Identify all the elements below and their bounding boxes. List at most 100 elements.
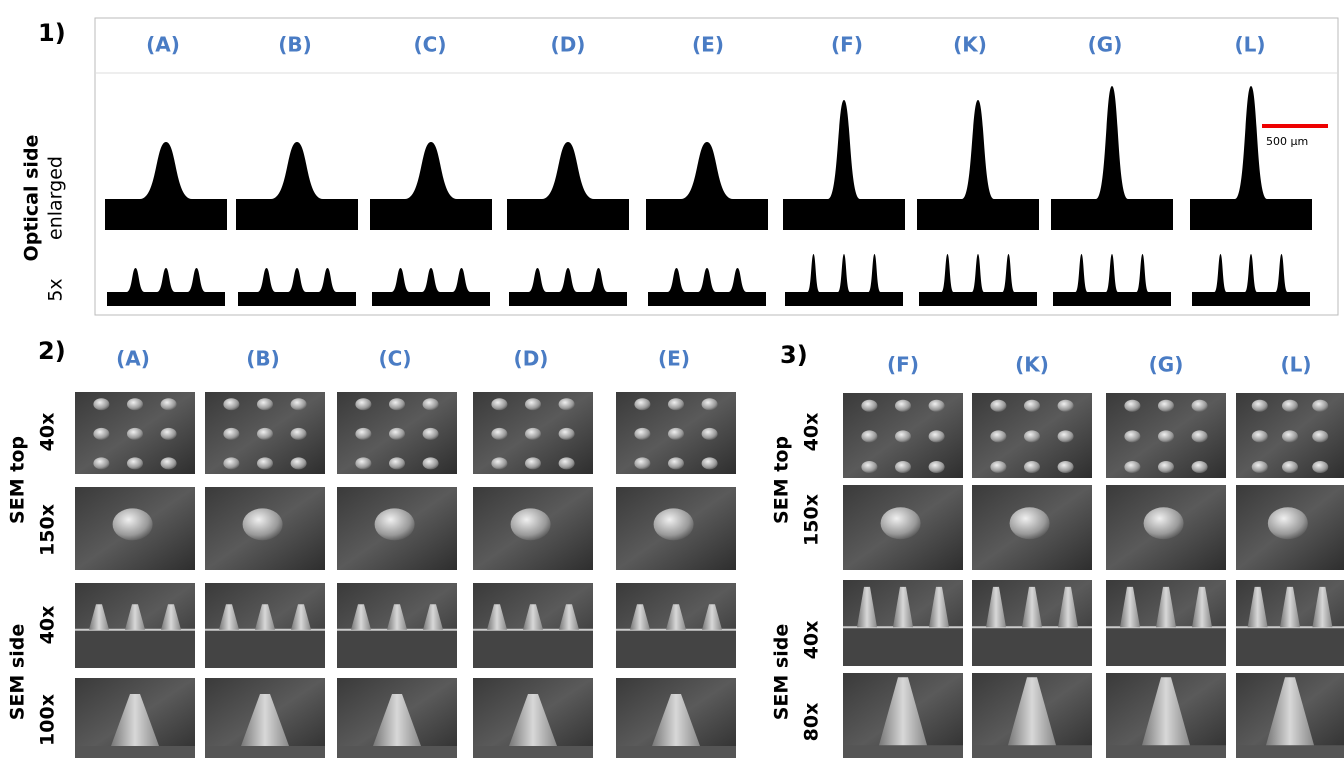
microneedle-tip bbox=[559, 398, 575, 410]
sem-image bbox=[843, 673, 963, 758]
row-label: 40x bbox=[801, 413, 823, 452]
microneedle-tip bbox=[525, 457, 541, 469]
microneedle-tip bbox=[1058, 461, 1074, 473]
microneedle-tip bbox=[668, 457, 684, 469]
sem-image bbox=[473, 392, 593, 474]
microneedle-tip bbox=[423, 398, 439, 410]
column-label: (G) bbox=[1088, 33, 1123, 57]
microneedle-tip bbox=[861, 461, 877, 473]
row-label: 100x bbox=[37, 694, 59, 746]
column-label: (B) bbox=[278, 33, 312, 57]
microneedle-tip bbox=[634, 398, 650, 410]
microneedle-tip bbox=[1252, 430, 1268, 442]
sem-image bbox=[75, 583, 195, 668]
sem-image bbox=[843, 580, 963, 666]
substrate bbox=[1106, 745, 1226, 758]
microneedle-tip bbox=[355, 428, 371, 440]
panel-label: 2) bbox=[38, 337, 66, 365]
sem-image bbox=[473, 487, 593, 570]
microneedle-tip bbox=[1144, 507, 1184, 539]
optical-silhouette-5x bbox=[1053, 254, 1171, 306]
optical-silhouette bbox=[105, 142, 227, 230]
substrate bbox=[1236, 745, 1344, 758]
column-label: (K) bbox=[1015, 353, 1049, 377]
optical-silhouette bbox=[646, 142, 768, 230]
sem-image bbox=[1236, 580, 1344, 666]
row-label: SEM top bbox=[771, 436, 793, 524]
microneedle-tip bbox=[559, 428, 575, 440]
microneedle-tip bbox=[243, 508, 283, 540]
sem-image bbox=[473, 583, 593, 668]
microneedle-tip bbox=[257, 428, 273, 440]
microneedle-tip bbox=[668, 428, 684, 440]
sem-image bbox=[337, 583, 457, 668]
microneedle-tip bbox=[702, 457, 718, 469]
microneedle-tip bbox=[1158, 430, 1174, 442]
sem-image bbox=[337, 678, 457, 758]
microneedle-tip bbox=[291, 457, 307, 469]
microneedle-tip bbox=[223, 398, 239, 410]
microneedle-tip bbox=[113, 508, 153, 540]
microneedle-tip bbox=[93, 457, 109, 469]
sem-image bbox=[616, 392, 736, 474]
substrate bbox=[337, 746, 457, 758]
microneedle-tip bbox=[1312, 400, 1328, 412]
microneedle-tip bbox=[1192, 430, 1208, 442]
microneedle-tip bbox=[423, 428, 439, 440]
column-label: (F) bbox=[831, 33, 863, 57]
microneedle-tip bbox=[127, 457, 143, 469]
sem-image bbox=[1236, 485, 1344, 570]
microneedle-tip bbox=[895, 461, 911, 473]
microneedle-tip bbox=[223, 428, 239, 440]
microneedle-tip bbox=[1312, 430, 1328, 442]
microneedle-tip bbox=[990, 461, 1006, 473]
microneedle-tip bbox=[990, 430, 1006, 442]
microneedle-tip bbox=[1312, 461, 1328, 473]
microneedle-tip bbox=[161, 428, 177, 440]
optical-silhouette-5x bbox=[238, 268, 356, 306]
sem-image bbox=[1236, 393, 1344, 478]
sem-image bbox=[205, 392, 325, 474]
column-label: (L) bbox=[1234, 33, 1265, 57]
row-label: 150x bbox=[37, 504, 59, 556]
microneedle-tip bbox=[1058, 400, 1074, 412]
microneedle-tip bbox=[1010, 507, 1050, 539]
sem-image bbox=[337, 392, 457, 474]
optical-silhouette bbox=[507, 142, 629, 230]
microneedle-tip bbox=[257, 457, 273, 469]
microneedle-tip bbox=[491, 428, 507, 440]
substrate bbox=[473, 630, 593, 668]
substrate bbox=[972, 745, 1092, 758]
optical-silhouette bbox=[370, 142, 492, 230]
microneedle-tip bbox=[895, 430, 911, 442]
sem-image bbox=[1106, 393, 1226, 478]
microneedle-tip bbox=[375, 508, 415, 540]
substrate bbox=[473, 746, 593, 758]
microneedle-tip bbox=[355, 457, 371, 469]
optical-silhouette-5x bbox=[648, 268, 766, 306]
microneedle-tip bbox=[491, 398, 507, 410]
microneedle-tip bbox=[634, 457, 650, 469]
optical-silhouette-5x bbox=[919, 254, 1037, 306]
optical-silhouette bbox=[236, 142, 358, 230]
microneedle-tip bbox=[861, 400, 877, 412]
substrate bbox=[616, 746, 736, 758]
column-label: (D) bbox=[514, 347, 549, 371]
sem-image bbox=[972, 580, 1092, 666]
column-label: (C) bbox=[414, 33, 447, 57]
panel-label: 1) bbox=[38, 19, 66, 47]
row-label: enlarged bbox=[45, 156, 67, 240]
microneedle-tip bbox=[1158, 400, 1174, 412]
sem-image bbox=[205, 487, 325, 570]
microneedle-tip bbox=[127, 398, 143, 410]
substrate bbox=[205, 630, 325, 668]
sem-image bbox=[972, 673, 1092, 758]
column-label: (A) bbox=[146, 33, 180, 57]
optical-silhouette-5x bbox=[509, 268, 627, 306]
sem-image bbox=[972, 393, 1092, 478]
microneedle-tip bbox=[1268, 507, 1308, 539]
sem-image bbox=[616, 487, 736, 570]
microneedle-tip bbox=[1124, 400, 1140, 412]
sem-image bbox=[616, 583, 736, 668]
row-label: SEM side bbox=[7, 624, 29, 721]
